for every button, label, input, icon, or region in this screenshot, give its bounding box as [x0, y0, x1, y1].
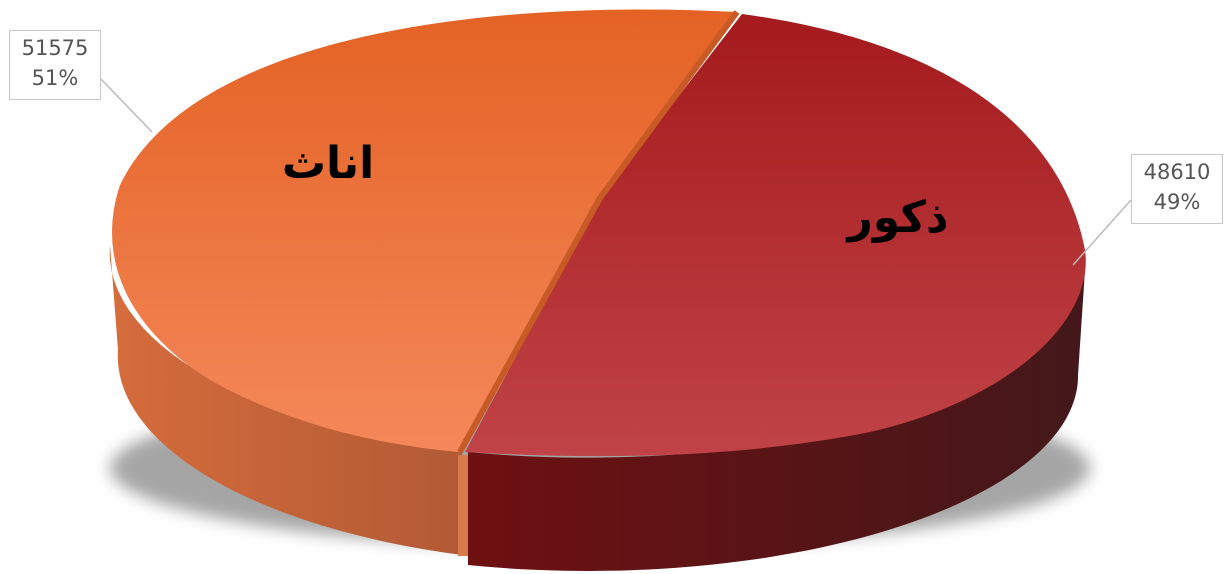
data-label-male-percent: 49%	[1153, 190, 1201, 214]
slice-female-side	[109, 245, 462, 555]
slice-separator	[457, 10, 740, 454]
slice-male-side	[468, 270, 1085, 571]
data-label-female-percent: 51%	[31, 66, 79, 90]
data-label-female: 51575 51%	[9, 30, 101, 100]
slice-female	[112, 9, 738, 453]
slice-male	[465, 14, 1086, 457]
data-label-male: 48610 49%	[1131, 154, 1223, 224]
slice-label-male: ذكور	[845, 192, 948, 243]
leader-line-female	[99, 77, 153, 133]
slice-label-female: اناث	[282, 138, 374, 189]
leader-line-male	[1072, 199, 1132, 266]
data-label-female-value: 51575	[21, 36, 89, 60]
slice-female-cut-face	[458, 455, 468, 556]
data-label-male-value: 48610	[1143, 160, 1211, 184]
